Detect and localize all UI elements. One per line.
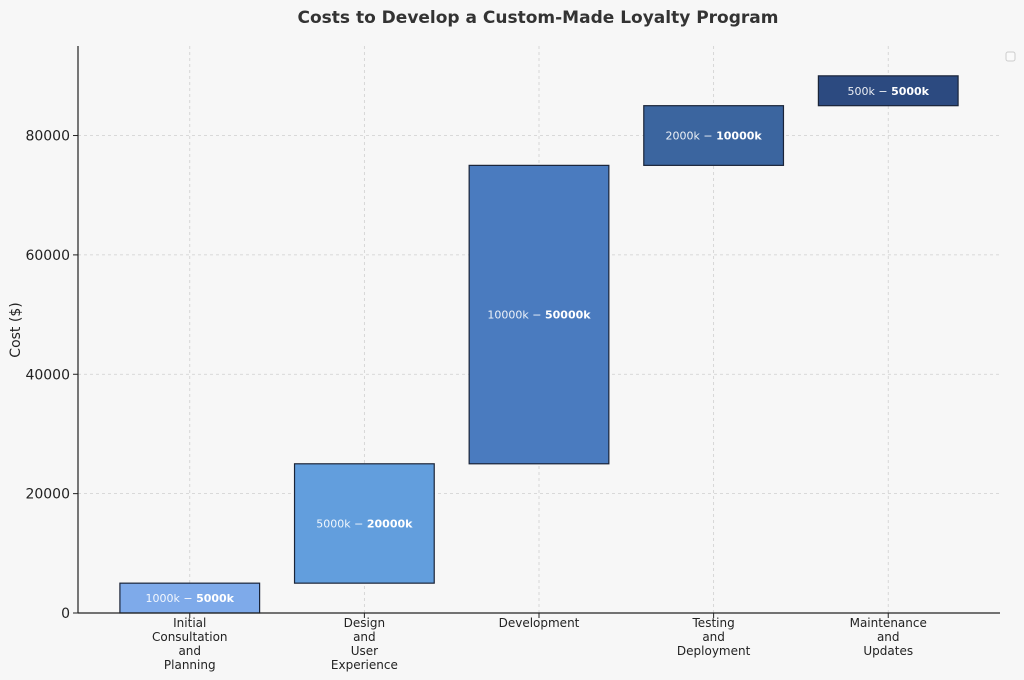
y-tick-label: 60000	[25, 248, 70, 264]
y-tick-label: 0	[61, 606, 70, 622]
bar-label: 2000k − 10000k	[666, 130, 763, 143]
chart-title: Costs to Develop a Custom-Made Loyalty P…	[298, 8, 779, 28]
bar-label: 1000k − 5000k	[145, 592, 234, 605]
y-tick-label: 40000	[25, 367, 70, 383]
bar-label: 500k − 5000k	[847, 85, 929, 98]
y-axis-label: Cost ($)	[8, 302, 24, 357]
x-tick-label: Testing and Deployment	[677, 616, 751, 658]
bar	[293, 463, 435, 584]
x-tick-label: Initial Consultation and Planning	[152, 616, 228, 672]
y-tick-label: 20000	[25, 487, 70, 503]
legend-box	[1005, 51, 1016, 62]
x-tick-label: Maintenance and Updates	[850, 616, 927, 658]
bar	[643, 105, 785, 166]
bar	[119, 582, 261, 614]
bar-label: 5000k − 20000k	[316, 517, 413, 530]
axes: 0 20000 40000 60000 80000 Initial Consultation…	[25, 46, 1000, 672]
x-tick-label: Design and User Experience	[331, 616, 398, 672]
bars: 1000k − 5000k 5000k − 20000k 10000k − 5000…	[119, 75, 959, 614]
bar-label: 10000k − 50000k	[487, 309, 591, 322]
x-tick-label: Development	[499, 616, 580, 630]
bar	[468, 164, 610, 465]
bar	[817, 75, 959, 107]
y-tick-label: 80000	[25, 129, 70, 145]
